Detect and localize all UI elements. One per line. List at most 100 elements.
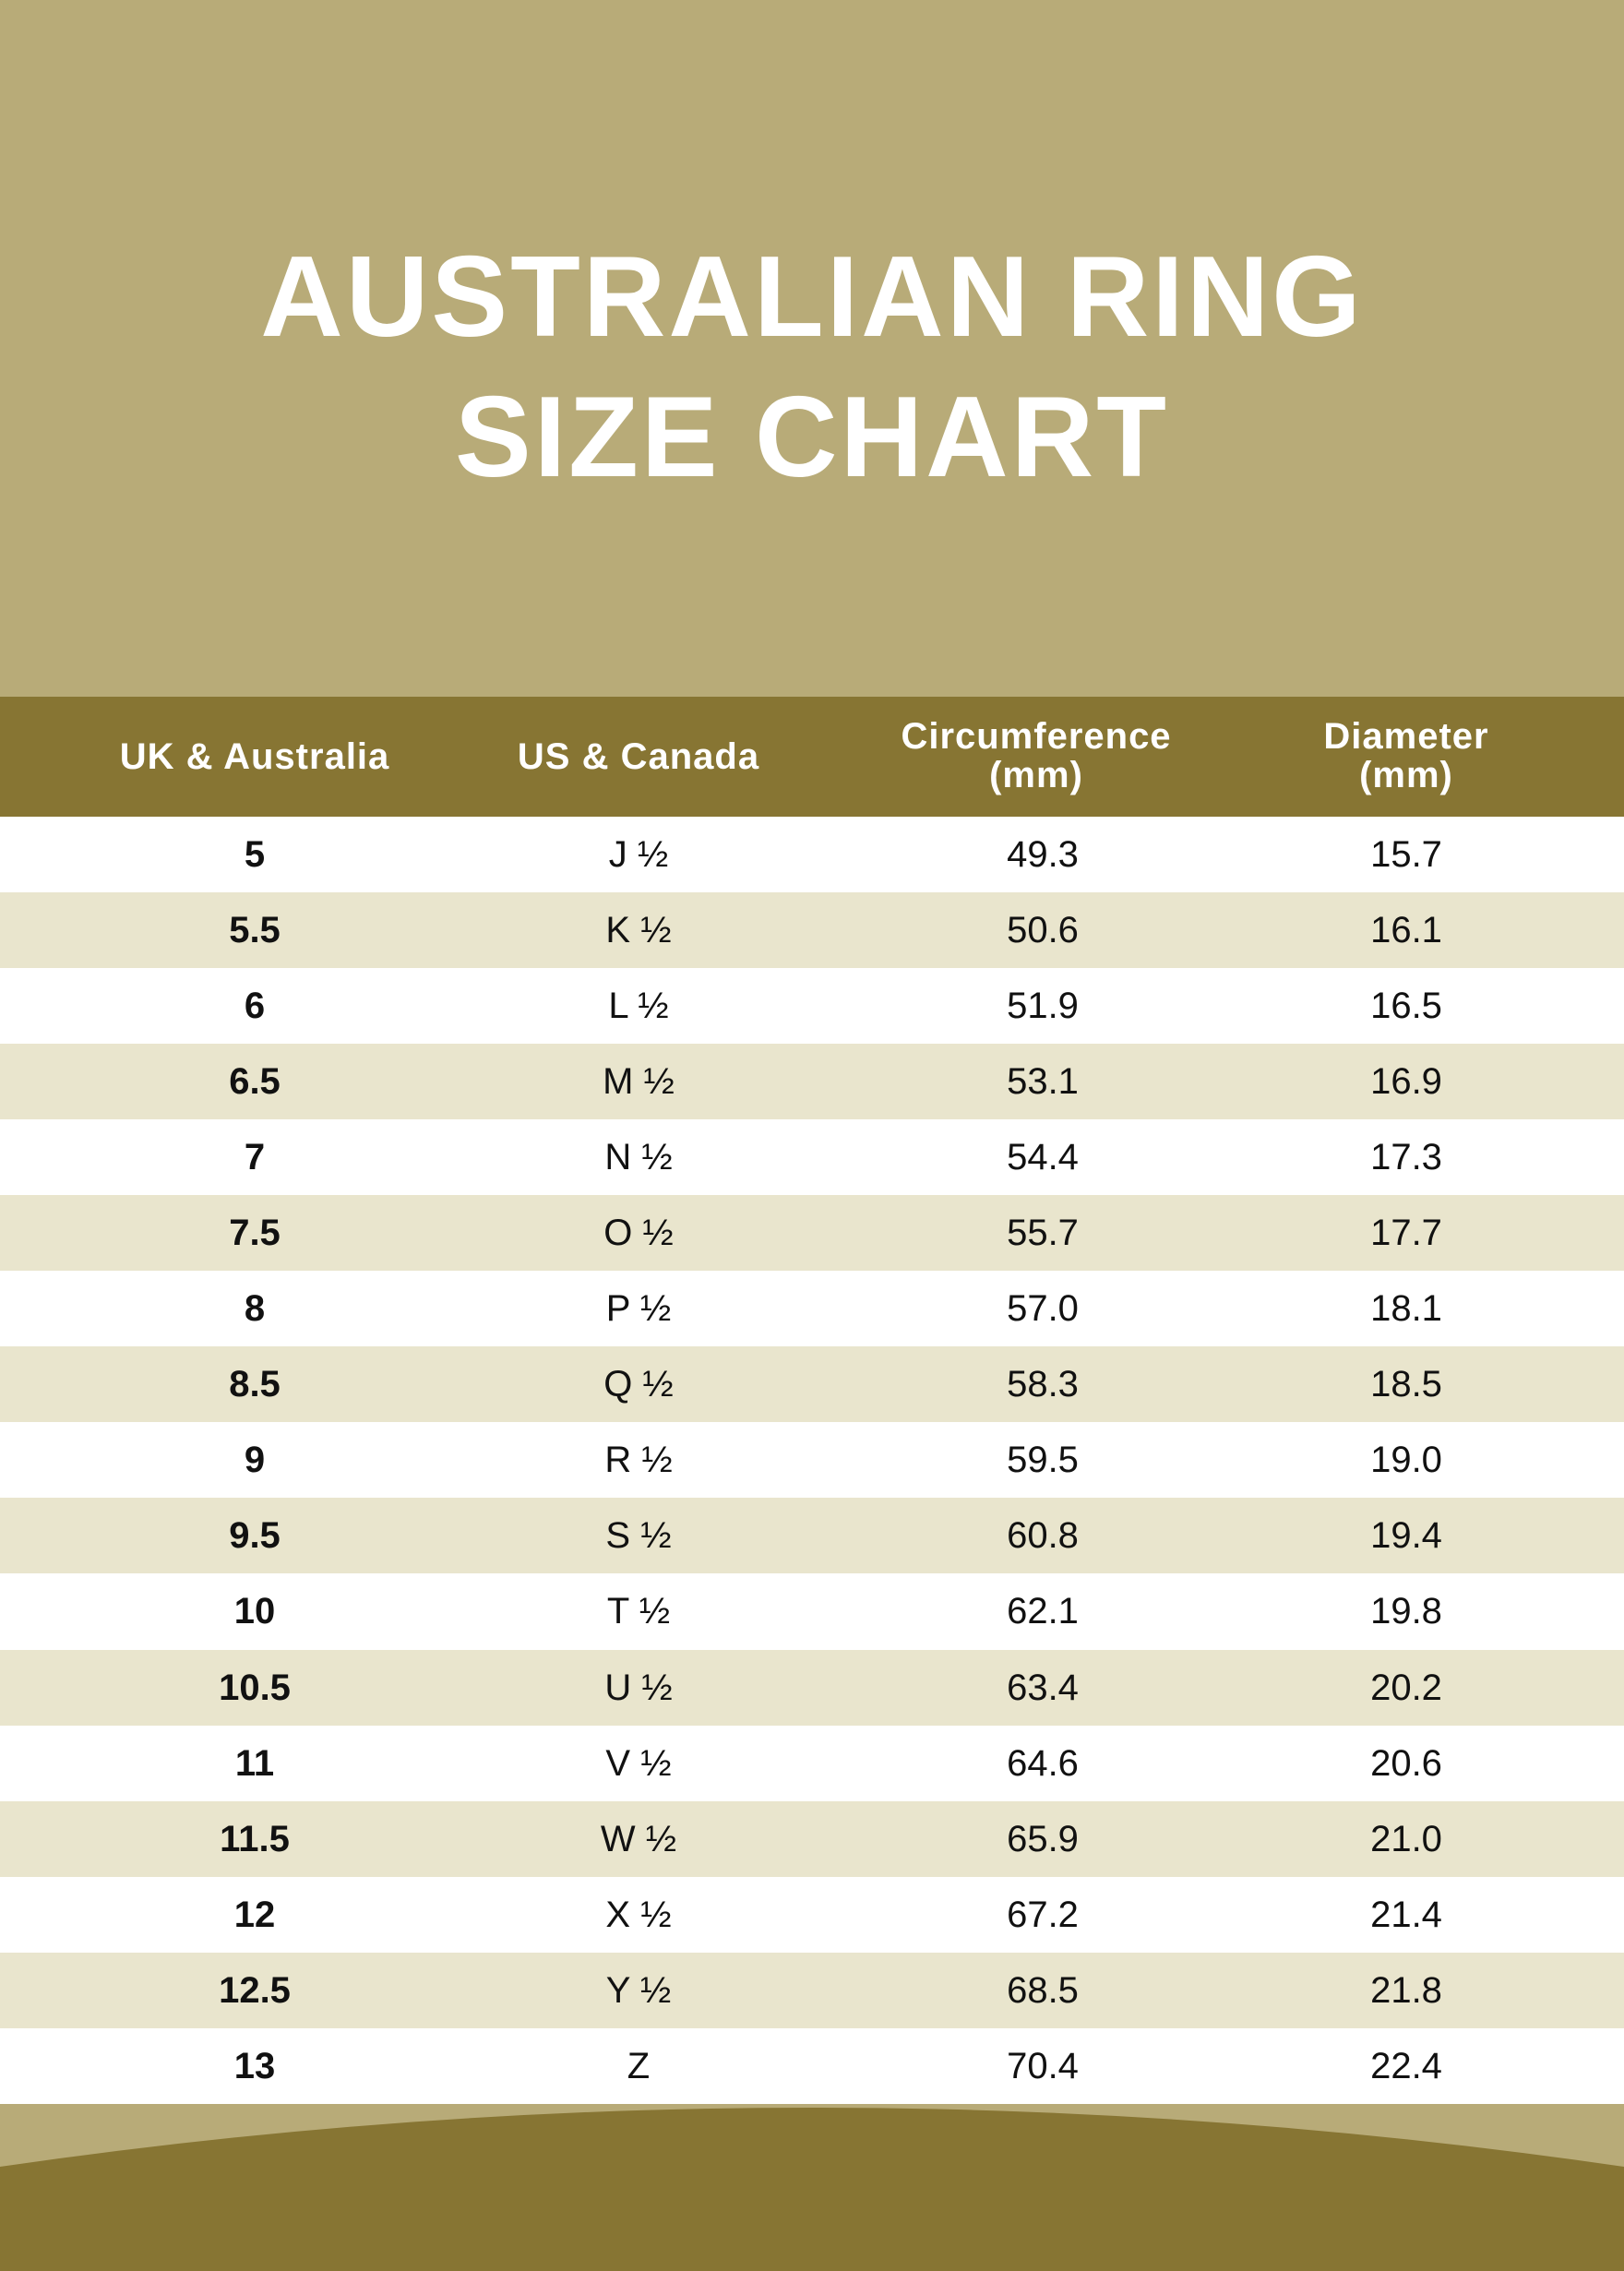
header-uk-australia: UK & Australia: [120, 737, 390, 776]
header-label: Circumference: [901, 716, 1172, 757]
cell-us-canada: V ½: [605, 1742, 672, 1784]
header-unit: (mm): [1359, 755, 1453, 795]
table-row: 13 Z 70.4 22.4: [0, 2028, 1624, 2104]
table-row: 10.5 U ½ 63.4 20.2: [0, 1649, 1624, 1726]
cell-us-canada: W ½: [600, 1818, 677, 1859]
cell-diameter: 19.0: [1370, 1440, 1442, 1481]
cell-us-canada: N ½: [604, 1137, 673, 1178]
cell-us-canada: S ½: [605, 1515, 672, 1557]
cell-uk-australia: 6: [244, 986, 266, 1027]
cell-uk-australia: 10: [233, 1591, 276, 1632]
cell-us-canada: U ½: [604, 1667, 673, 1708]
cell-us-canada: P ½: [605, 1288, 672, 1330]
header-us-canada: US & Canada: [518, 737, 759, 776]
cell-diameter: 21.4: [1370, 1894, 1442, 1935]
cell-us-canada: T ½: [606, 1591, 671, 1632]
cell-uk-australia: 8.5: [229, 1364, 281, 1405]
cell-diameter: 22.4: [1370, 2045, 1442, 2086]
cell-uk-australia: 7.5: [229, 1213, 281, 1254]
table-row: 12.5 Y ½ 68.5 21.8: [0, 1952, 1624, 2028]
cell-us-canada: X ½: [605, 1894, 672, 1935]
cell-uk-australia: 12.5: [219, 1969, 291, 2011]
cell-uk-australia: 7: [244, 1137, 266, 1178]
cell-diameter: 18.5: [1370, 1364, 1442, 1405]
cell-diameter: 16.1: [1370, 910, 1442, 951]
header-band: AUSTRALIAN RING SIZE CHART: [0, 0, 1624, 697]
cell-diameter: 21.8: [1370, 1969, 1442, 2011]
table-row: 10 T ½ 62.1 19.8: [0, 1573, 1624, 1649]
cell-diameter: 20.2: [1370, 1667, 1442, 1708]
cell-diameter: 19.8: [1370, 1591, 1442, 1632]
cell-diameter: 17.7: [1370, 1213, 1442, 1254]
cell-circumference: 51.9: [1007, 986, 1079, 1027]
table-row: 7 N ½ 54.4 17.3: [0, 1119, 1624, 1195]
cell-uk-australia: 11.5: [220, 1818, 290, 1859]
table-row: 11 V ½ 64.6 20.6: [0, 1726, 1624, 1801]
cell-circumference: 60.8: [1007, 1515, 1079, 1557]
table-row: 6 L ½ 51.9 16.5: [0, 968, 1624, 1044]
cell-uk-australia: 11: [234, 1742, 275, 1784]
cell-diameter: 15.7: [1370, 834, 1442, 875]
cell-uk-australia: 12: [233, 1894, 276, 1935]
cell-diameter: 19.4: [1370, 1515, 1442, 1557]
cell-uk-australia: 13: [233, 2045, 276, 2086]
cell-us-canada: Y ½: [605, 1969, 672, 2011]
cell-circumference: 57.0: [1007, 1288, 1079, 1330]
cell-diameter: 17.3: [1370, 1137, 1442, 1178]
header-label: Diameter: [1323, 716, 1489, 757]
cell-circumference: 65.9: [1007, 1818, 1079, 1859]
header-label: UK & Australia: [119, 736, 390, 777]
cell-us-canada: K ½: [605, 910, 672, 951]
cell-uk-australia: 9: [244, 1440, 266, 1481]
cell-uk-australia: 6.5: [229, 1061, 281, 1103]
table-header: UK & Australia US & Canada Circumference…: [0, 697, 1624, 817]
table-row: 7.5 O ½ 55.7 17.7: [0, 1195, 1624, 1272]
cell-circumference: 70.4: [1007, 2045, 1079, 2086]
footer-band: [0, 2104, 1624, 2271]
page-title-line2: SIZE CHART: [455, 374, 1169, 501]
cell-circumference: 50.6: [1007, 910, 1079, 951]
table-row: 12 X ½ 67.2 21.4: [0, 1877, 1624, 1953]
cell-circumference: 63.4: [1007, 1667, 1079, 1708]
cell-circumference: 68.5: [1007, 1969, 1079, 2011]
cell-uk-australia: 8: [244, 1288, 266, 1330]
cell-diameter: 18.1: [1370, 1288, 1442, 1330]
cell-us-canada: J ½: [608, 834, 669, 875]
table-row: 5.5 K ½ 50.6 16.1: [0, 892, 1624, 969]
cell-circumference: 59.5: [1007, 1440, 1079, 1481]
cell-circumference: 53.1: [1007, 1061, 1079, 1103]
cell-us-canada: R ½: [604, 1440, 673, 1481]
cell-uk-australia: 9.5: [229, 1515, 281, 1557]
header-diameter: Diameter (mm): [1323, 717, 1488, 795]
footer-wave: [0, 2108, 1624, 2271]
cell-circumference: 62.1: [1007, 1591, 1079, 1632]
cell-diameter: 16.5: [1370, 986, 1442, 1027]
header-circumference: Circumference (mm): [901, 717, 1171, 795]
cell-us-canada: L ½: [608, 986, 669, 1027]
cell-circumference: 64.6: [1007, 1742, 1079, 1784]
table-row: 5 J ½ 49.3 15.7: [0, 817, 1624, 892]
cell-uk-australia: 5: [244, 834, 266, 875]
table-body: 5 J ½ 49.3 15.7 5.5 K ½ 50.6 16.1 6 L ½ 51.9 16.5 6.…: [0, 817, 1624, 2104]
table-row: 8.5 Q ½ 58.3 18.5: [0, 1346, 1624, 1423]
table-row: 9 R ½ 59.5 19.0: [0, 1422, 1624, 1498]
cell-circumference: 54.4: [1007, 1137, 1079, 1178]
table-row: 11.5 W ½ 65.9 21.0: [0, 1800, 1624, 1877]
cell-us-canada: O ½: [603, 1213, 674, 1254]
cell-us-canada: Q ½: [603, 1364, 674, 1405]
cell-circumference: 49.3: [1007, 834, 1079, 875]
cell-uk-australia: 10.5: [219, 1667, 291, 1708]
cell-us-canada: M ½: [603, 1061, 675, 1103]
cell-uk-australia: 5.5: [229, 910, 281, 951]
cell-circumference: 67.2: [1007, 1894, 1079, 1935]
table-row: 9.5 S ½ 60.8 19.4: [0, 1498, 1624, 1574]
cell-diameter: 16.9: [1370, 1061, 1442, 1103]
page-title-line1: AUSTRALIAN RING: [260, 233, 1364, 361]
header-label: US & Canada: [517, 736, 760, 777]
header-unit: (mm): [989, 755, 1083, 795]
table-row: 8 P ½ 57.0 18.1: [0, 1271, 1624, 1346]
table-row: 6.5 M ½ 53.1 16.9: [0, 1044, 1624, 1120]
cell-circumference: 58.3: [1007, 1364, 1079, 1405]
footer-curve: [0, 2108, 1624, 2271]
cell-circumference: 55.7: [1007, 1213, 1079, 1254]
